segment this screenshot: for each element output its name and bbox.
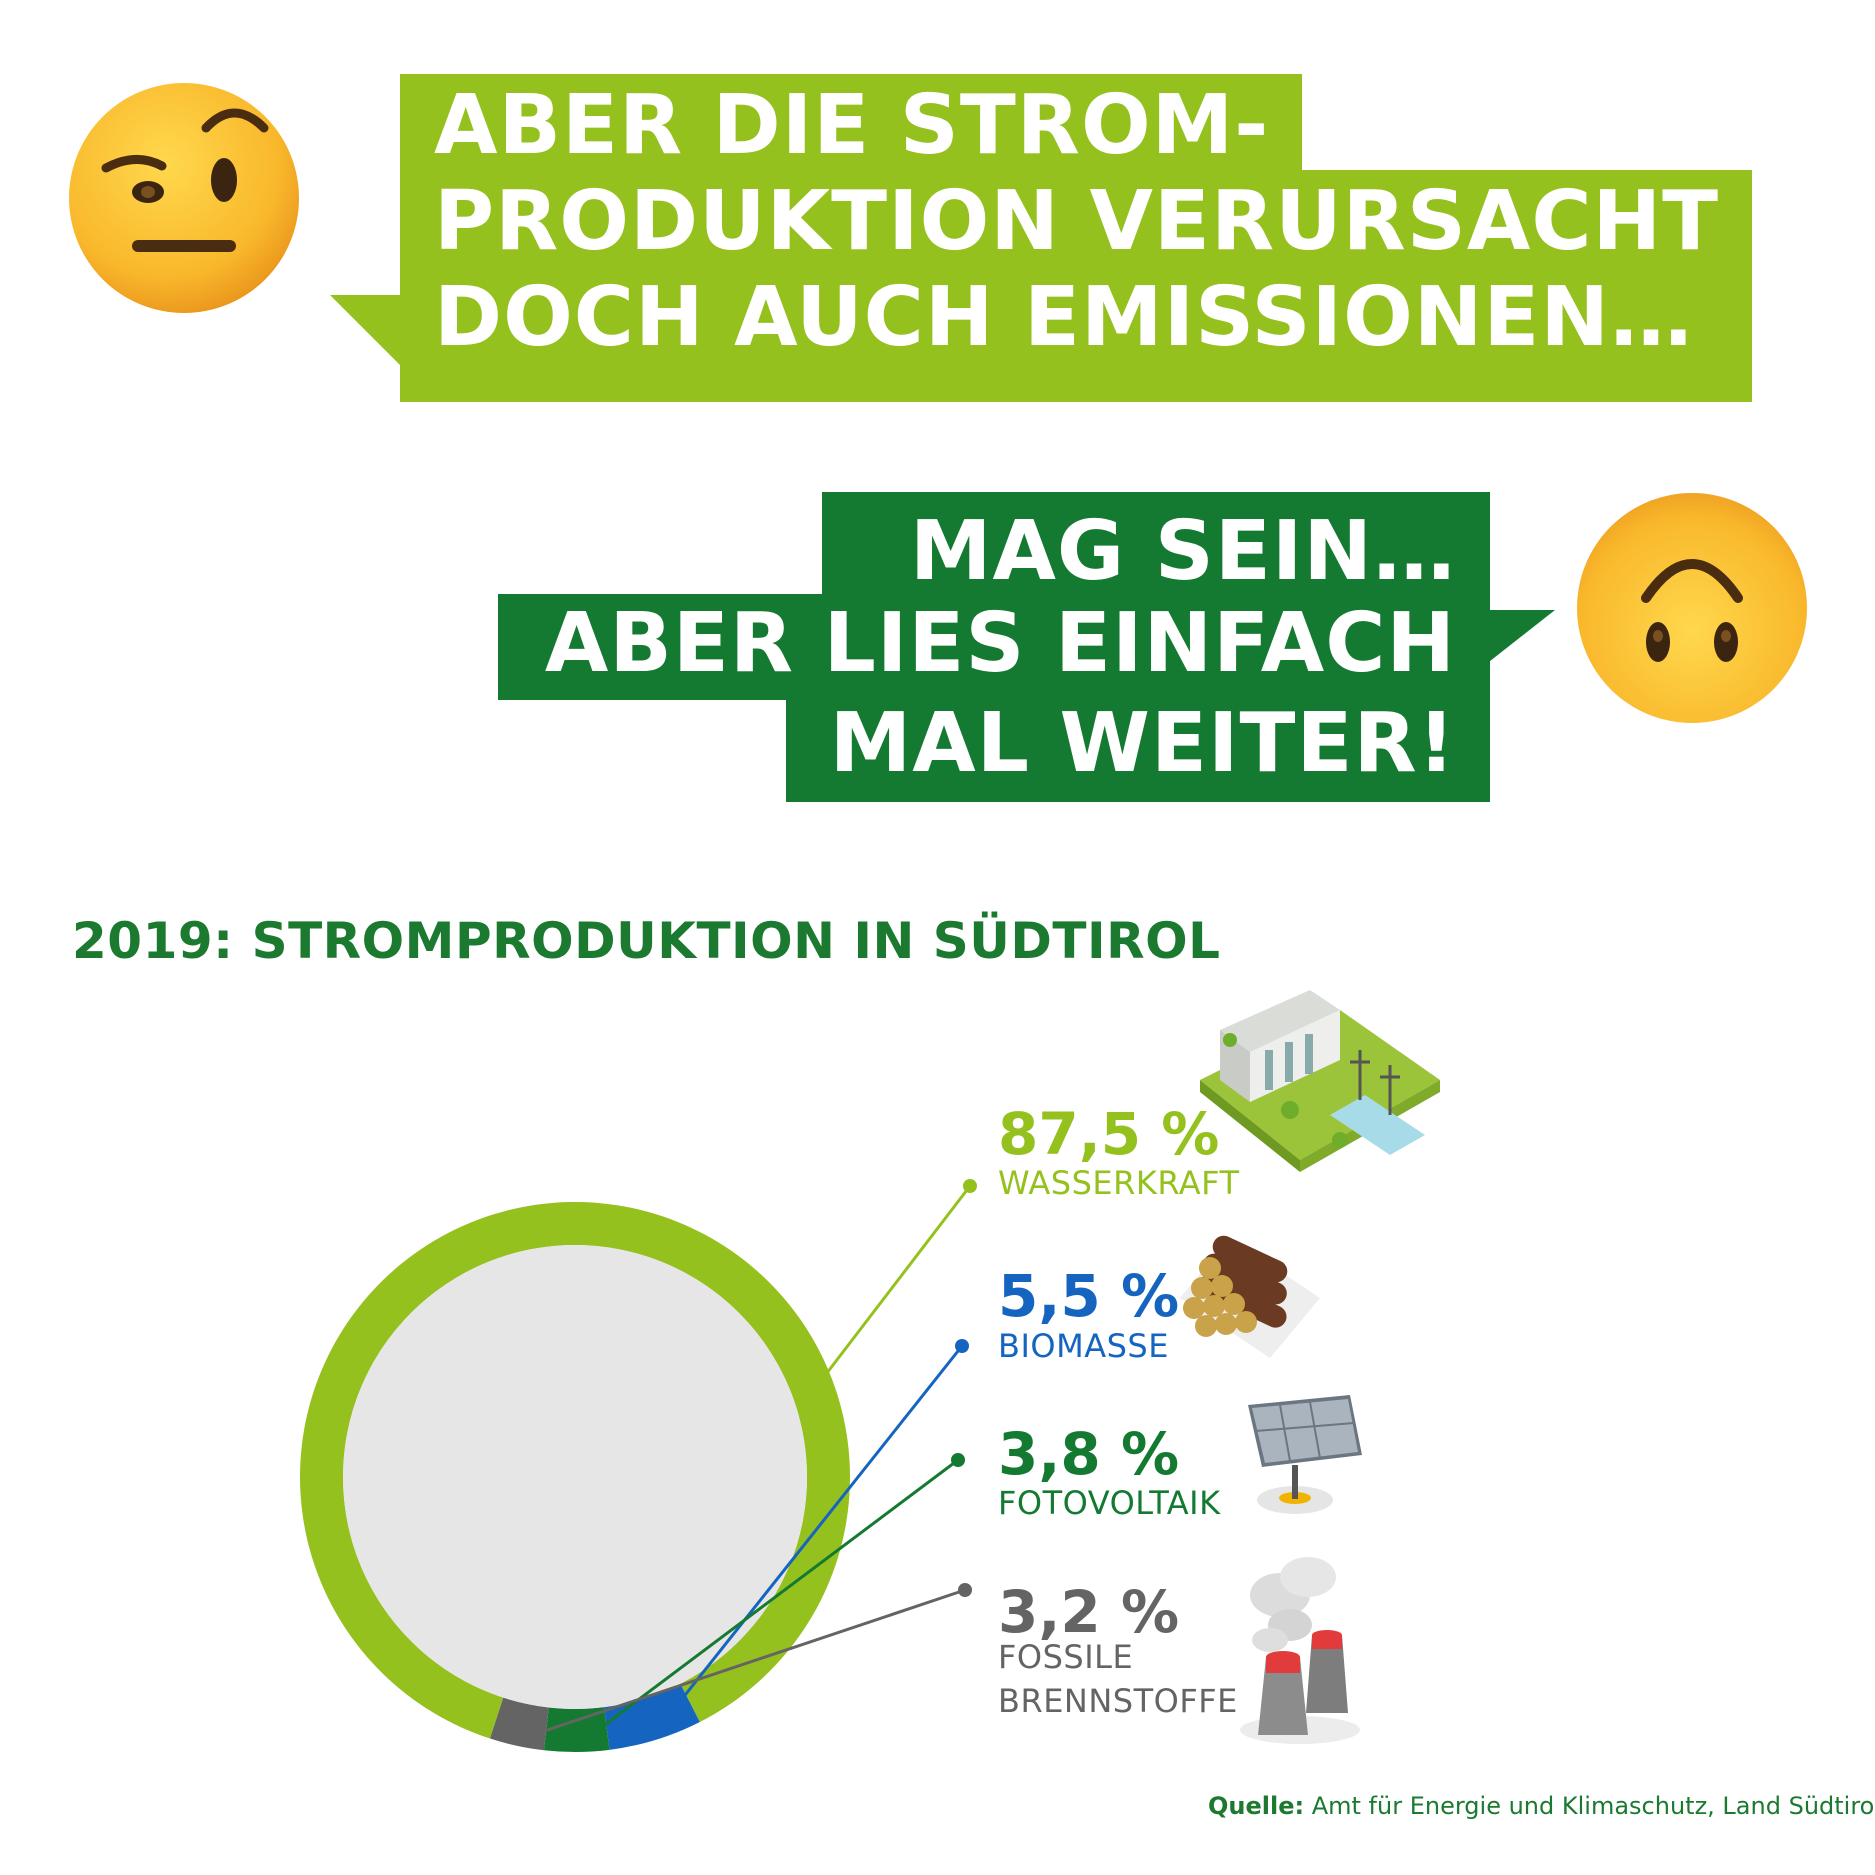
hydro-dam-icon — [1200, 990, 1440, 1172]
bubble2-line-1: MAG SEIN… — [822, 492, 1490, 599]
label-pct-fossile: 3,2 % — [998, 1578, 1180, 1646]
leader-line-fossile-brennstoffe — [517, 1588, 966, 1742]
label-pct-wasserkraft: 87,5 % — [998, 1100, 1220, 1168]
leader-line-wasserkraft — [823, 1185, 972, 1378]
source-prefix: Quelle: — [1208, 1792, 1305, 1820]
bubble2-line-2: ABER LIES EINFACH — [498, 594, 1490, 700]
label-name-fotovoltaik: FOTOVOLTAIK — [998, 1484, 1221, 1522]
log-pile-icon — [1180, 1235, 1320, 1358]
upside-down-face-emoji-icon — [1577, 493, 1807, 723]
label-name-wasserkraft: WASSERKRAFT — [998, 1164, 1240, 1202]
source-text: Amt für Energie und Klimaschutz, Land Sü… — [1304, 1792, 1875, 1820]
leader-dot-fossile-brennstoffe — [958, 1583, 972, 1597]
donut-slice-biomasse — [604, 1683, 700, 1750]
donut-slice-fossile-brennstoffe — [490, 1697, 549, 1751]
leader-dot-biomasse — [955, 1339, 969, 1353]
leader-dot-fotovoltaik — [951, 1453, 965, 1467]
chart-title: 2019: STROMPRODUKTION IN SÜDTIROL — [72, 912, 1221, 970]
raised-eyebrow-emoji-icon — [69, 83, 299, 313]
donut-slice-fotovoltaik — [543, 1707, 610, 1753]
source-note: Quelle: Amt für Energie und Klimaschutz,… — [1208, 1792, 1875, 1820]
solar-panel-icon — [1248, 1395, 1362, 1514]
donut-center — [343, 1245, 807, 1709]
bubble1-line-3: DOCH AUCH EMISSIONEN… — [400, 266, 1752, 402]
label-name-fossile-line2: BRENNSTOFFE — [998, 1682, 1238, 1720]
label-name-biomasse: BIOMASSE — [998, 1327, 1169, 1365]
cooling-tower-icon — [1240, 1557, 1360, 1744]
bubble1-line-2: PRODUKTION VERURSACHT — [400, 170, 1752, 274]
label-pct-fotovoltaik: 3,8 % — [998, 1420, 1180, 1488]
bubble1-line-1: ABER DIE STROM- — [400, 74, 1302, 178]
label-pct-biomasse: 5,5 % — [998, 1262, 1180, 1330]
bubble1-tail — [330, 295, 400, 365]
label-name-fossile-line1: FOSSILE — [998, 1638, 1134, 1676]
leader-line-biomasse — [652, 1345, 964, 1736]
leader-dot-wasserkraft — [963, 1179, 977, 1193]
bubble2-tail — [1485, 610, 1555, 665]
bubble2-line-3: MAL WEITER! — [786, 694, 1490, 802]
